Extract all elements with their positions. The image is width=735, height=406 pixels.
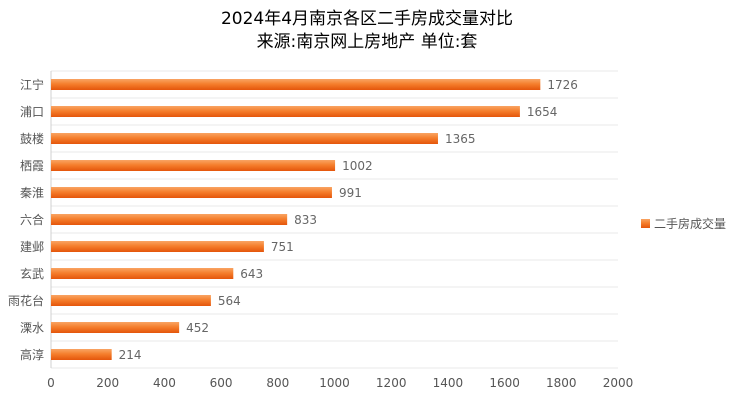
data-label: 643 xyxy=(240,267,263,281)
x-tick-label: 200 xyxy=(96,376,119,390)
x-tick-label: 1000 xyxy=(319,376,350,390)
category-label: 建邺 xyxy=(20,240,44,254)
x-tick-label: 1200 xyxy=(376,376,407,390)
bar xyxy=(51,214,288,225)
category-label: 六合 xyxy=(20,212,44,227)
legend: 二手房成交量 xyxy=(641,216,726,231)
chart-title: 2024年4月南京各区二手房成交量对比 xyxy=(221,9,513,29)
x-tick-label: 400 xyxy=(153,376,176,390)
bar xyxy=(51,295,211,306)
data-label: 991 xyxy=(339,186,362,200)
x-tick-label: 800 xyxy=(266,376,289,390)
category-label: 高淳 xyxy=(20,347,44,362)
category-label: 雨花台 xyxy=(8,293,44,308)
chart-subtitle: 来源:南京网上房地产 单位:套 xyxy=(257,32,478,52)
x-tick-label: 0 xyxy=(47,376,55,390)
data-label: 1002 xyxy=(342,159,373,173)
x-tick-label: 2000 xyxy=(603,376,634,390)
category-label: 浦口 xyxy=(20,105,44,119)
bar xyxy=(51,349,112,360)
x-tick-label: 1400 xyxy=(433,376,464,390)
bar xyxy=(51,79,541,90)
data-label: 751 xyxy=(271,240,294,254)
x-tick-label: 1800 xyxy=(546,376,577,390)
category-label: 秦淮 xyxy=(20,186,44,200)
data-label: 452 xyxy=(186,321,209,335)
category-label: 江宁 xyxy=(20,77,44,92)
legend-swatch xyxy=(641,219,650,228)
bar xyxy=(51,133,438,144)
data-label: 214 xyxy=(119,348,142,362)
data-label: 1726 xyxy=(547,78,578,92)
category-label: 溧水 xyxy=(20,321,44,335)
bar xyxy=(51,241,264,252)
x-tick-label: 1600 xyxy=(489,376,520,390)
bar xyxy=(51,106,520,117)
bar xyxy=(51,268,234,279)
category-label: 鼓楼 xyxy=(20,131,44,146)
data-label: 1365 xyxy=(445,132,476,146)
x-tick-label: 600 xyxy=(210,376,233,390)
x-tick-labels: 0 200 400 600 800 1000 1200 1400 1600 1800 2000 xyxy=(47,376,633,390)
legend-label: 二手房成交量 xyxy=(654,216,726,231)
bar xyxy=(51,160,336,171)
data-label: 1654 xyxy=(527,105,558,119)
data-label: 564 xyxy=(218,294,241,308)
bar xyxy=(51,187,332,198)
category-label: 栖霞 xyxy=(20,158,44,173)
data-label: 833 xyxy=(294,213,317,227)
bar xyxy=(51,322,180,333)
category-label: 玄武 xyxy=(20,266,44,281)
bars xyxy=(51,79,541,360)
